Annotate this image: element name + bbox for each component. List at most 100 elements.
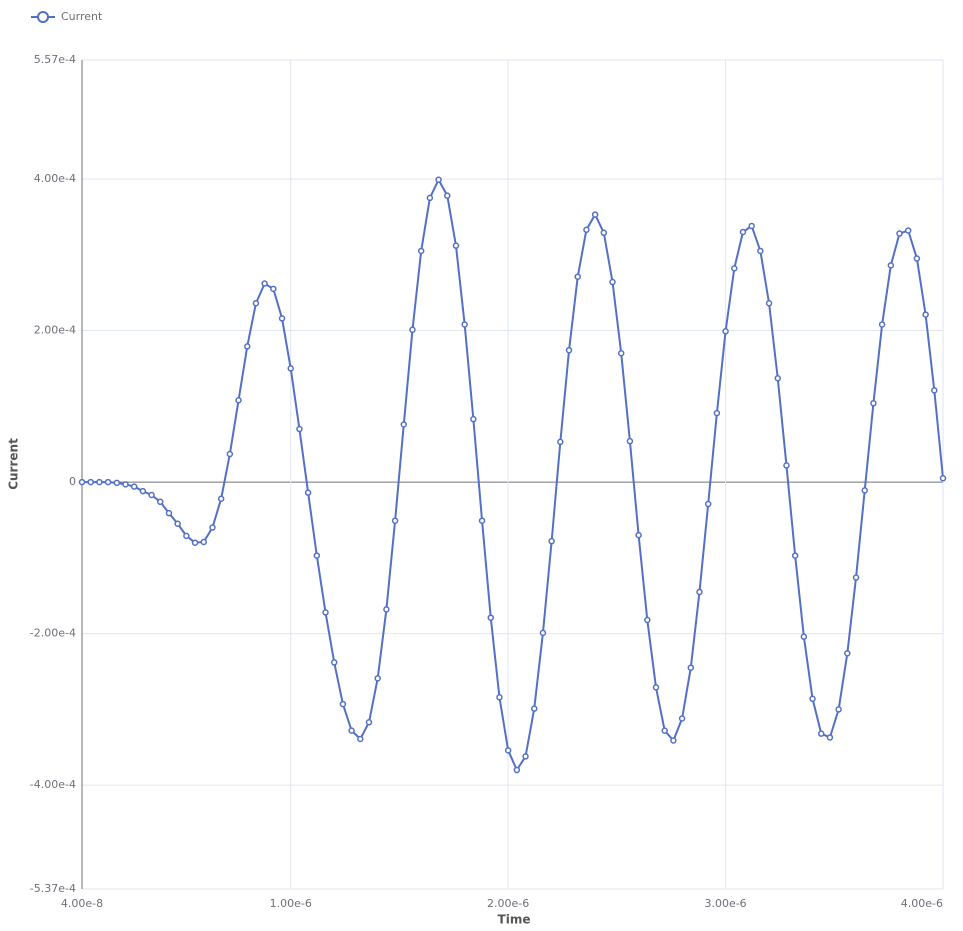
data-point bbox=[748, 222, 755, 230]
data-point bbox=[452, 242, 460, 249]
x-tick-label: 4.00e-6 bbox=[901, 897, 943, 910]
data-point bbox=[539, 629, 547, 637]
data-point bbox=[400, 421, 408, 428]
data-point bbox=[426, 194, 434, 202]
data-point bbox=[87, 478, 94, 486]
data-point bbox=[800, 633, 808, 640]
data-point bbox=[157, 498, 164, 506]
data-point bbox=[878, 321, 886, 328]
data-point bbox=[852, 574, 860, 581]
data-point bbox=[739, 228, 747, 236]
data-point bbox=[365, 719, 373, 726]
data-point bbox=[757, 247, 764, 255]
data-point bbox=[600, 229, 608, 237]
data-point bbox=[731, 265, 738, 272]
data-point bbox=[913, 255, 921, 262]
data-point bbox=[713, 409, 721, 417]
data-point bbox=[374, 675, 381, 682]
data-point bbox=[278, 315, 286, 322]
data-point bbox=[609, 278, 616, 286]
data-point bbox=[809, 695, 816, 703]
data-point bbox=[870, 400, 877, 407]
data-point bbox=[383, 606, 390, 613]
data-point bbox=[391, 517, 399, 524]
y-axis-title: Current bbox=[7, 438, 21, 490]
data-point bbox=[791, 552, 799, 559]
data-point bbox=[183, 532, 190, 540]
data-point bbox=[652, 684, 660, 691]
x-tick-label: 4.00e-8 bbox=[61, 897, 103, 910]
data-point bbox=[783, 462, 790, 469]
legend-label: Current bbox=[61, 10, 103, 23]
data-point bbox=[826, 734, 834, 741]
data-point bbox=[844, 650, 851, 657]
data-point bbox=[496, 694, 503, 701]
x-tick-label: 3.00e-6 bbox=[704, 897, 746, 910]
data-point bbox=[722, 328, 729, 335]
data-point bbox=[817, 730, 825, 737]
y-tick-label: 5.57e-4 bbox=[34, 53, 76, 66]
data-point bbox=[174, 520, 181, 528]
x-axis-title: Time bbox=[498, 913, 531, 927]
data-point bbox=[357, 735, 364, 743]
x-tick-label: 1.00e-6 bbox=[270, 897, 312, 910]
data-point bbox=[565, 346, 573, 354]
data-point bbox=[487, 614, 495, 621]
data-point bbox=[96, 478, 103, 486]
data-point bbox=[191, 539, 199, 546]
data-point bbox=[409, 326, 416, 334]
data-point bbox=[530, 705, 538, 712]
data-point bbox=[226, 450, 234, 458]
data-point bbox=[235, 396, 242, 404]
data-point bbox=[113, 479, 121, 487]
data-point bbox=[522, 753, 529, 760]
data-point bbox=[287, 365, 294, 372]
data-point bbox=[348, 727, 355, 734]
y-tick-label: 0 bbox=[69, 475, 76, 488]
data-point bbox=[583, 226, 590, 233]
data-point bbox=[696, 588, 703, 596]
data-point bbox=[835, 706, 842, 713]
series-line bbox=[82, 177, 944, 773]
data-point bbox=[548, 537, 555, 545]
y-tick-label: -2.00e-4 bbox=[30, 627, 76, 640]
y-tick-label: -5.37e-4 bbox=[30, 882, 76, 895]
data-point bbox=[591, 211, 599, 218]
y-tick-label: 4.00e-4 bbox=[34, 172, 76, 185]
data-point bbox=[574, 273, 581, 280]
data-point bbox=[78, 478, 86, 486]
data-point bbox=[670, 737, 677, 744]
data-point bbox=[148, 491, 155, 499]
data-point bbox=[122, 481, 129, 488]
data-point bbox=[939, 475, 947, 482]
data-point bbox=[209, 524, 216, 531]
data-point bbox=[261, 280, 268, 287]
data-point bbox=[887, 262, 895, 269]
data-point bbox=[217, 495, 225, 502]
data-point bbox=[765, 299, 773, 307]
data-point bbox=[504, 747, 512, 754]
y-tick-label: -4.00e-4 bbox=[30, 778, 76, 791]
data-point bbox=[322, 609, 329, 616]
data-point bbox=[296, 425, 303, 433]
data-point bbox=[304, 489, 312, 496]
data-point bbox=[617, 350, 625, 357]
data-point bbox=[270, 285, 277, 293]
data-point bbox=[931, 387, 938, 394]
data-point bbox=[165, 509, 173, 517]
data-point bbox=[896, 230, 903, 237]
data-point bbox=[470, 415, 477, 423]
data-point bbox=[644, 616, 651, 624]
data-point bbox=[417, 247, 425, 255]
data-point bbox=[200, 538, 208, 546]
data-point bbox=[435, 176, 442, 183]
data-point bbox=[626, 437, 634, 445]
data-point bbox=[904, 227, 912, 234]
y-tick-label: 2.00e-4 bbox=[34, 324, 76, 337]
data-point bbox=[243, 343, 251, 350]
data-point bbox=[922, 311, 929, 318]
data-point bbox=[252, 299, 260, 307]
data-point bbox=[339, 700, 347, 708]
data-point bbox=[130, 483, 138, 490]
